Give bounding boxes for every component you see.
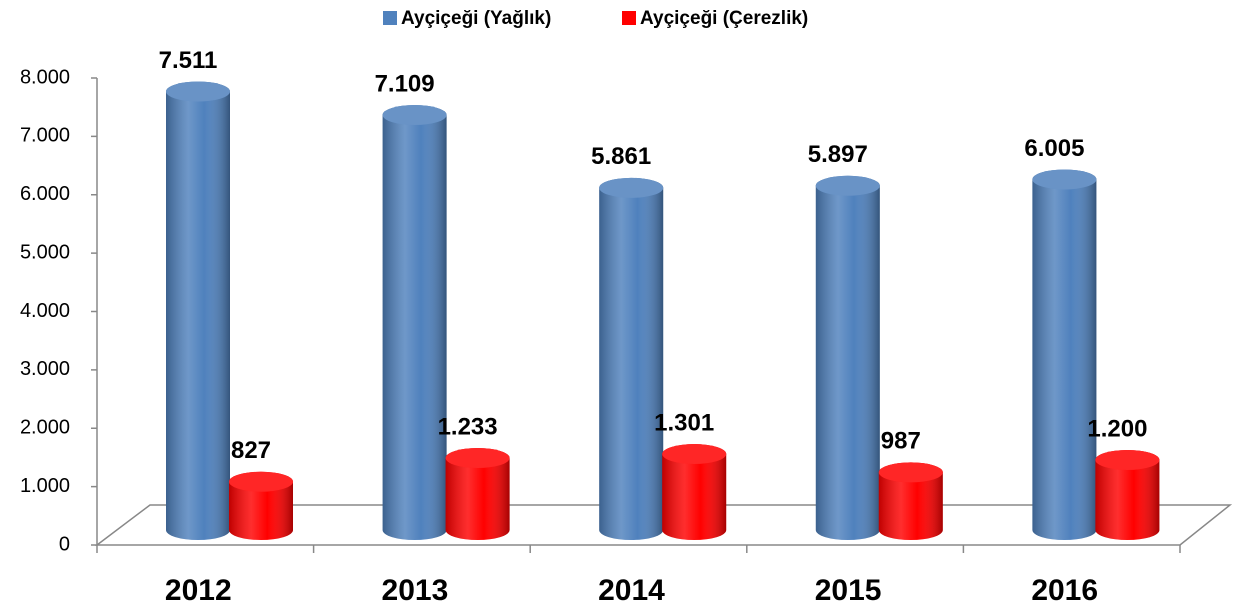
bar-top-highlight [166,81,230,102]
y-tick-label: 4.000 [20,300,70,322]
bar-top-highlight [1095,449,1160,470]
bar-shade [878,462,943,540]
bar-top [445,448,510,469]
y-tick-label: 1.000 [20,475,70,497]
bar-top [662,444,727,465]
bar-top [1095,449,1160,470]
bar-top-highlight [229,471,293,492]
value-label: 5.861 [591,143,651,170]
bar-top [382,105,447,126]
legend-swatch [383,11,397,25]
bar-top [599,177,664,198]
value-label: 7.511 [159,47,218,74]
bar-shade [1032,169,1097,541]
x-tick-label: 2013 [382,574,449,607]
y-tick-label: 0 [59,533,70,555]
legend-swatch [622,11,636,25]
bar-top [229,471,293,492]
y-tick-label: 6.000 [20,183,70,205]
value-label: 1.200 [1087,415,1147,442]
bar [878,462,943,540]
bar-shade [445,448,510,540]
bar-top-highlight [662,444,727,465]
x-tick-label: 2014 [598,574,665,607]
y-tick-label: 8.000 [20,66,70,88]
y-tick-label: 5.000 [20,241,70,263]
value-label: 7.109 [375,70,435,97]
value-label: 987 [881,428,921,455]
bar-top [878,462,943,483]
bar-top [1032,169,1097,190]
bar-top-highlight [382,105,447,126]
value-label: 1.233 [438,413,498,440]
bar [599,177,664,540]
y-tick-label: 7.000 [20,125,70,147]
bar-shade [1095,449,1160,540]
bar-top-highlight [815,175,880,196]
bar [229,471,293,540]
value-label: 827 [231,437,271,464]
bar-shade [662,444,727,540]
bar-top-highlight [1032,169,1097,190]
bar-top-highlight [878,462,943,483]
bar-top [815,175,880,196]
value-label: 5.897 [808,141,868,168]
bar-top-highlight [445,448,510,469]
legend-label: Ayçiçeği (Yağlık) [401,8,551,29]
bar-top [166,81,230,102]
y-tick-label: 3.000 [20,358,70,380]
x-tick-label: 2016 [1031,574,1098,607]
bar-shade [599,177,664,540]
bar [166,81,230,540]
bar-top-highlight [599,177,664,198]
bar [445,448,510,540]
bar [1032,169,1097,541]
value-label: 1.301 [654,409,714,436]
bar [382,105,447,541]
bar-shade [815,175,880,540]
bar [815,175,880,540]
bar [662,444,727,540]
legend-label: Ayçiçeği (Çerezlik) [640,8,808,29]
y-tick-label: 2.000 [20,417,70,439]
x-tick-label: 2015 [815,574,882,607]
floor [94,504,1233,546]
value-label: 6.005 [1024,135,1084,162]
bar [1095,449,1160,540]
bar-shade [166,81,230,540]
x-tick-label: 2012 [165,574,232,607]
bar-shade [382,105,447,541]
